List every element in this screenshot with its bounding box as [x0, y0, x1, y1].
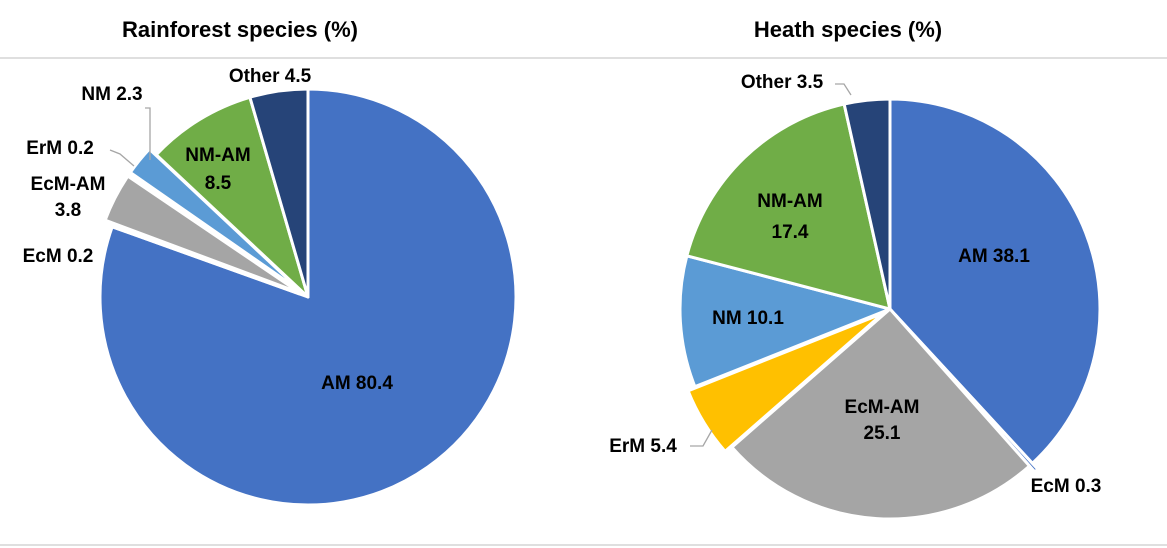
data-label-nm: NM 2.3 [81, 84, 142, 105]
data-label-line: EcM 0.2 [23, 246, 94, 267]
data-label-line: 25.1 [864, 423, 901, 444]
slice-nm-am [685, 102, 892, 311]
data-label-erm: ErM 5.4 [609, 436, 677, 457]
data-label-line: 8.5 [205, 173, 232, 194]
chart-title: Heath species (%) [754, 17, 942, 42]
heath-pie-chart: Heath species (%) AM 38.1 EcM 0.3 EcM-AM 25… [609, 17, 1102, 521]
chart-title: Rainforest species (%) [122, 17, 358, 42]
leader-lines [109, 107, 151, 167]
data-label-line: AM 38.1 [958, 246, 1030, 267]
slice-am [98, 87, 518, 507]
data-label-line: ErM 5.4 [609, 436, 677, 457]
data-label-nm: NM 10.1 [712, 308, 784, 329]
slice-nm [128, 147, 303, 293]
data-label-line: NM 2.3 [81, 84, 142, 105]
data-label-ecm-am: EcM-AM 25.1 [845, 397, 920, 444]
data-label-nm-am: NM-AM 17.4 [757, 191, 822, 243]
rainforest-pie-chart: Rainforest species (%) AM 80.4 EcM 0.2 EcM… [23, 17, 518, 507]
data-label-line: NM-AM [757, 191, 822, 212]
data-label-line: NM-AM [185, 145, 250, 166]
data-label-line: EcM-AM [845, 397, 920, 418]
slice-ecm-am [730, 307, 1031, 521]
leader-lines [690, 83, 852, 447]
data-label-ecm: EcM 0.3 [1031, 476, 1102, 497]
data-label-line: NM 10.1 [712, 308, 784, 329]
data-label-line: 3.8 [55, 200, 81, 221]
data-label-ecm-am: EcM-AM 3.8 [31, 174, 106, 221]
data-label-other: Other 4.5 [229, 66, 312, 87]
data-labels: AM 38.1 EcM 0.3 EcM-AM 25.1 ErM 5.4 NM 10.1 NM… [609, 72, 1101, 497]
data-label-line: 17.4 [772, 222, 809, 243]
leader-line-other [835, 83, 852, 96]
data-label-line: EcM 0.3 [1031, 476, 1102, 497]
data-labels: AM 80.4 EcM 0.2 EcM-AM 3.8 ErM 0.2 NM 2.3 NM-A… [23, 66, 394, 394]
slice-other [842, 97, 892, 311]
data-label-line: AM 80.4 [321, 373, 393, 394]
data-label-erm: ErM 0.2 [26, 138, 94, 159]
slice-am [888, 97, 1102, 465]
leader-line-erm [109, 149, 135, 167]
data-label-am: AM 80.4 [321, 373, 393, 394]
slices [98, 87, 518, 507]
slice-nm-am [154, 95, 310, 299]
data-label-line: EcM-AM [31, 174, 106, 195]
data-label-line: Other 4.5 [229, 66, 312, 87]
slices [678, 97, 1102, 521]
data-label-ecm: EcM 0.2 [23, 246, 94, 267]
leader-line-nm [145, 107, 151, 160]
data-label-nm-am: NM-AM 8.5 [185, 145, 250, 194]
data-label-am: AM 38.1 [958, 246, 1030, 267]
data-label-line: ErM 0.2 [26, 138, 94, 159]
slice-nm [678, 254, 892, 389]
slice-erm [686, 311, 885, 453]
leader-line-erm [690, 429, 713, 447]
slice-other [248, 87, 310, 299]
data-label-line: Other 3.5 [741, 72, 824, 93]
data-label-other: Other 3.5 [741, 72, 824, 93]
